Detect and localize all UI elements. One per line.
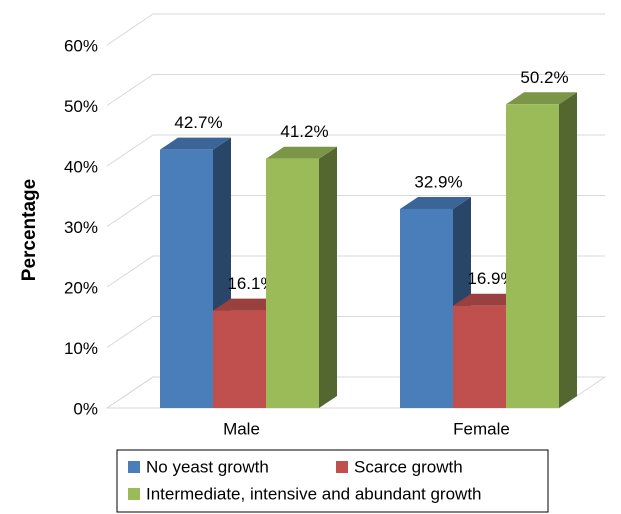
bar-front — [213, 310, 266, 408]
y-tick-label: 40% — [64, 157, 98, 176]
y-axis-title: Percentage — [19, 179, 40, 281]
x-tick-label: Female — [453, 419, 510, 438]
legend-box — [116, 449, 549, 513]
legend-label: Scarce growth — [354, 457, 463, 476]
bar-side — [559, 92, 577, 408]
grid-line — [106, 13, 605, 46]
x-tick-label: Male — [223, 419, 260, 438]
legend-label: Intermediate, intensive and abundant gro… — [146, 484, 482, 503]
y-tick-label: 10% — [64, 339, 98, 358]
legend-swatch — [336, 461, 348, 473]
bar-top — [400, 196, 471, 209]
bar-front — [400, 208, 453, 408]
grid-line — [106, 195, 605, 227]
data-label: 50.2% — [520, 68, 568, 87]
bar-top — [266, 146, 337, 159]
grid-line — [106, 74, 605, 106]
bar-front — [266, 158, 319, 408]
bar-top — [506, 92, 577, 105]
bar — [506, 92, 577, 408]
data-label: 42.7% — [174, 113, 222, 132]
bar-side — [319, 146, 337, 409]
y-tick-label: 30% — [64, 218, 98, 237]
data-label: 16.9% — [467, 269, 515, 288]
legend-swatch — [128, 461, 140, 473]
y-tick-label: 20% — [64, 278, 98, 297]
bar-top — [160, 137, 231, 150]
data-label: 41.2% — [280, 122, 328, 141]
bar-front — [453, 305, 506, 408]
y-tick-label: 50% — [64, 97, 98, 116]
y-tick-label: 60% — [64, 36, 98, 55]
grid-line — [106, 134, 605, 167]
data-label: 16.1% — [227, 274, 275, 293]
bar — [266, 146, 337, 409]
data-label: 32.9% — [414, 172, 462, 191]
bar-front — [160, 149, 213, 409]
legend-swatch — [128, 488, 140, 500]
bar-front — [506, 104, 559, 408]
y-tick-label: 0% — [73, 399, 98, 418]
legend-label: No yeast growth — [146, 457, 269, 476]
